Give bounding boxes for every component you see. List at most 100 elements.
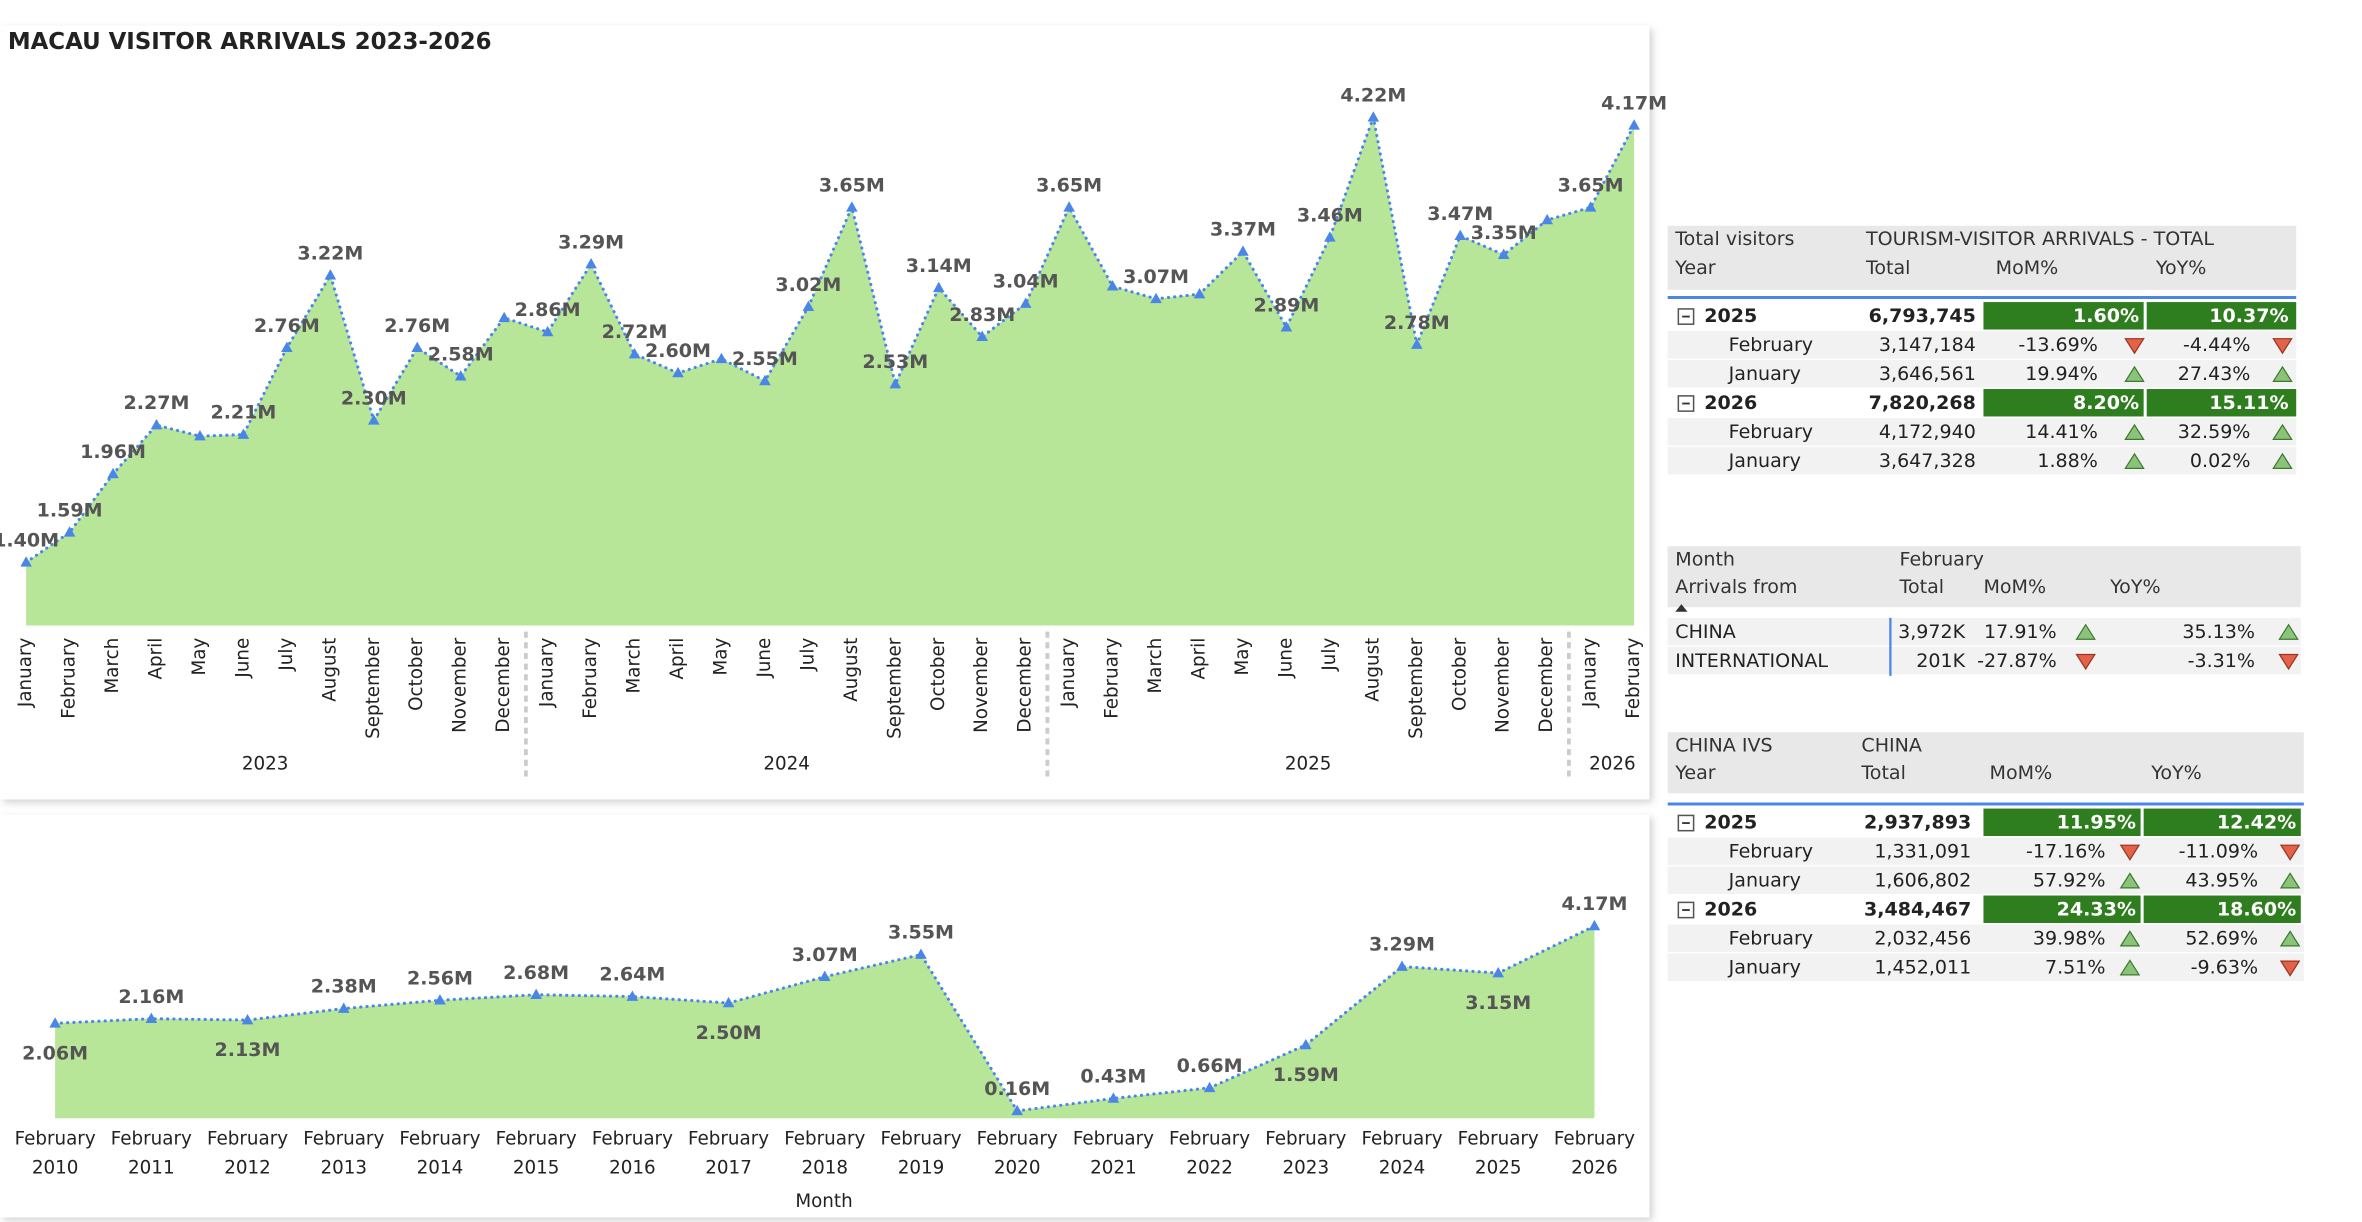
marker — [1203, 1081, 1216, 1093]
table-cell: -17.16% — [2026, 841, 2105, 863]
marker — [49, 1017, 61, 1028]
x-tick-label: June — [232, 638, 253, 679]
x-axis-title: Month — [795, 1191, 852, 1212]
table-header: Arrivals from — [1675, 576, 1797, 598]
table-header: Total — [1899, 576, 1944, 598]
x-tick-label: March — [1145, 638, 1166, 694]
table-header-bg — [1667, 732, 2304, 794]
marker — [976, 330, 989, 342]
down-arrow — [2119, 844, 2141, 861]
x-tick-label: 2017 — [705, 1158, 752, 1179]
x-tick-label: 2024 — [1379, 1158, 1426, 1179]
table-cell: CHINA — [1675, 621, 1736, 643]
data-label: 1.40M — [0, 530, 59, 552]
x-tick-label: February — [580, 638, 601, 719]
marker — [324, 269, 337, 280]
marker — [1324, 231, 1336, 242]
x-tick-label: 2020 — [994, 1158, 1041, 1179]
data-label: 3.65M — [819, 174, 885, 196]
data-label: 3.35M — [1471, 222, 1537, 244]
up-arrow — [2124, 365, 2145, 383]
x-tick-label: June — [754, 638, 775, 679]
marker — [1300, 1038, 1312, 1050]
x-tick-label: February — [1458, 1129, 1539, 1150]
marker — [1019, 297, 1032, 308]
marker — [1280, 321, 1293, 332]
table-cell: INTERNATIONAL — [1675, 650, 1828, 672]
x-tick-label: July — [1319, 638, 1340, 672]
x-tick-label: August — [319, 638, 340, 702]
table-cell: 3,484,467 — [1864, 899, 1971, 921]
table-row — [1667, 331, 2297, 359]
marker — [626, 990, 639, 1001]
data-label: 2.38M — [311, 976, 377, 998]
x-tick-label: September — [363, 637, 384, 739]
area — [55, 926, 1595, 1119]
marker — [672, 366, 684, 378]
down-arrow — [2272, 338, 2293, 355]
table-cell: 32.59% — [2178, 421, 2251, 443]
x-tick-label: October — [928, 637, 949, 711]
marker — [915, 948, 927, 959]
table-cell: -3.31% — [2188, 650, 2255, 672]
table-cell: January — [1728, 450, 1801, 472]
marker — [628, 347, 641, 359]
data-label: 2.50M — [696, 1022, 762, 1044]
x-tick-label: September — [884, 637, 905, 739]
table-header: MoM% — [1996, 257, 2059, 279]
table-cell: 43.95% — [2185, 870, 2258, 892]
data-label: 2.53M — [862, 351, 928, 373]
highlight-cell — [2143, 808, 2301, 837]
table-cell: -9.63% — [2191, 956, 2258, 978]
data-label: 0.16M — [984, 1078, 1050, 1100]
table-cell: 1,331,091 — [1874, 841, 1971, 863]
x-group-label: 2025 — [1285, 753, 1332, 774]
x-tick-label: February — [784, 1129, 865, 1150]
table-cell: 2026 — [1704, 392, 1757, 414]
x-tick-label: January — [15, 638, 36, 709]
table-cell: 7.51% — [2045, 956, 2106, 978]
marker — [1396, 960, 1408, 971]
marker — [194, 430, 206, 441]
highlight-cell — [2146, 389, 2297, 417]
x-tick-label: 2014 — [417, 1158, 464, 1179]
table-cell: 10.37% — [2209, 305, 2288, 327]
table-cell: 1,452,011 — [1874, 956, 1971, 978]
marker — [530, 988, 542, 999]
table-row — [1667, 617, 2301, 646]
table-header: Year — [1674, 257, 1715, 279]
table-cell: 3,147,184 — [1879, 334, 1976, 356]
table-cell: 8.20% — [2073, 392, 2139, 414]
up-arrow — [2278, 623, 2299, 640]
table-cell: 7,820,268 — [1869, 392, 1976, 414]
data-label: 2.76M — [254, 315, 320, 337]
data-label: 1.96M — [80, 441, 146, 463]
highlight-cell — [1983, 895, 2141, 923]
data-label: 2.68M — [503, 962, 569, 984]
x-tick-label: April — [1189, 638, 1210, 680]
x-tick-label: May — [710, 638, 731, 676]
data-label: 2.72M — [602, 321, 668, 343]
marker — [1107, 1092, 1120, 1103]
data-label: 0.66M — [1177, 1055, 1243, 1077]
table-header: February — [1900, 548, 1984, 570]
chart-title: MACAU VISITOR ARRIVALS 2023-2026 — [8, 29, 492, 55]
marker — [367, 414, 380, 425]
x-tick-label: 2016 — [609, 1158, 656, 1179]
table-cell: January — [1728, 956, 1801, 978]
highlight-cell — [2143, 895, 2301, 923]
table-cell: 18.60% — [2217, 899, 2296, 921]
table-header: TOURISM-VISITOR ARRIVALS - TOTAL — [1865, 228, 2214, 250]
data-label: 2.56M — [407, 967, 473, 989]
data-label: 3.47M — [1427, 203, 1493, 225]
x-group-label: 2024 — [763, 753, 810, 774]
data-label: 3.22M — [297, 242, 363, 264]
table-header: Total — [1860, 762, 1905, 784]
data-label: 2.06M — [22, 1042, 88, 1064]
x-tick-label: 2019 — [898, 1158, 945, 1179]
table-cell: January — [1728, 363, 1801, 385]
marker — [1367, 111, 1380, 122]
table-header: YoY% — [2109, 576, 2161, 598]
data-label: 4.17M — [1561, 893, 1627, 915]
